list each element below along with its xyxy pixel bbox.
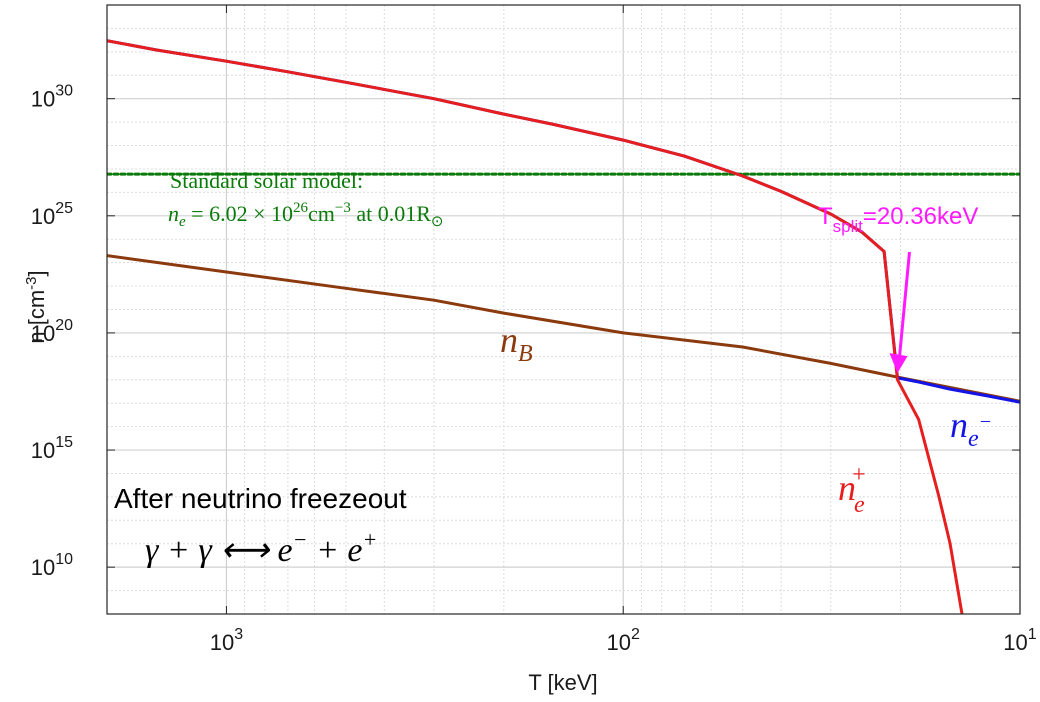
y-tick-label: 1020: [31, 317, 73, 346]
label-n-B: nB: [500, 320, 533, 367]
grid: [106, 4, 1021, 615]
series-n-B: [107, 254, 1020, 403]
reaction-equation: γ + γ ⟷ e− + e+: [145, 527, 377, 569]
tick-labels: 103 102 101 1010 1015 1020 1025 1030: [31, 5, 1037, 655]
label-n-e-minus: ne−: [950, 405, 992, 452]
y-tick-label: 1030: [31, 83, 73, 112]
tsplit-annotation: Tsplit=20.36keV: [818, 203, 978, 236]
y-tick-label: 1025: [31, 200, 73, 229]
label-n-e-plus: ne+: [838, 462, 867, 518]
ssm-annotation-line1: Standard solar model:: [170, 168, 363, 193]
arrow-shaft: [897, 251, 911, 358]
y-tick-label: 1010: [31, 551, 73, 580]
freezeout-annotation: After neutrino freezeout: [114, 483, 407, 514]
data-curves: [107, 39, 1020, 614]
x-tick-label: 103: [210, 626, 243, 655]
tsplit-arrow: [889, 251, 911, 374]
series-n-e-plus: [107, 39, 964, 614]
x-tick-label: 102: [607, 626, 640, 655]
arrow-head: [889, 353, 908, 374]
plot-frame: [106, 4, 1021, 615]
x-axis-label: T [keV]: [528, 670, 597, 695]
y-tick-label: 1015: [31, 434, 73, 463]
x-tick-label: 101: [1003, 626, 1036, 655]
y-axis-label: n [cm-3]: [23, 270, 49, 343]
ssm-annotation-line2: ne = 6.02 × 1026cm−3 at 0.01R⊙: [168, 200, 444, 230]
